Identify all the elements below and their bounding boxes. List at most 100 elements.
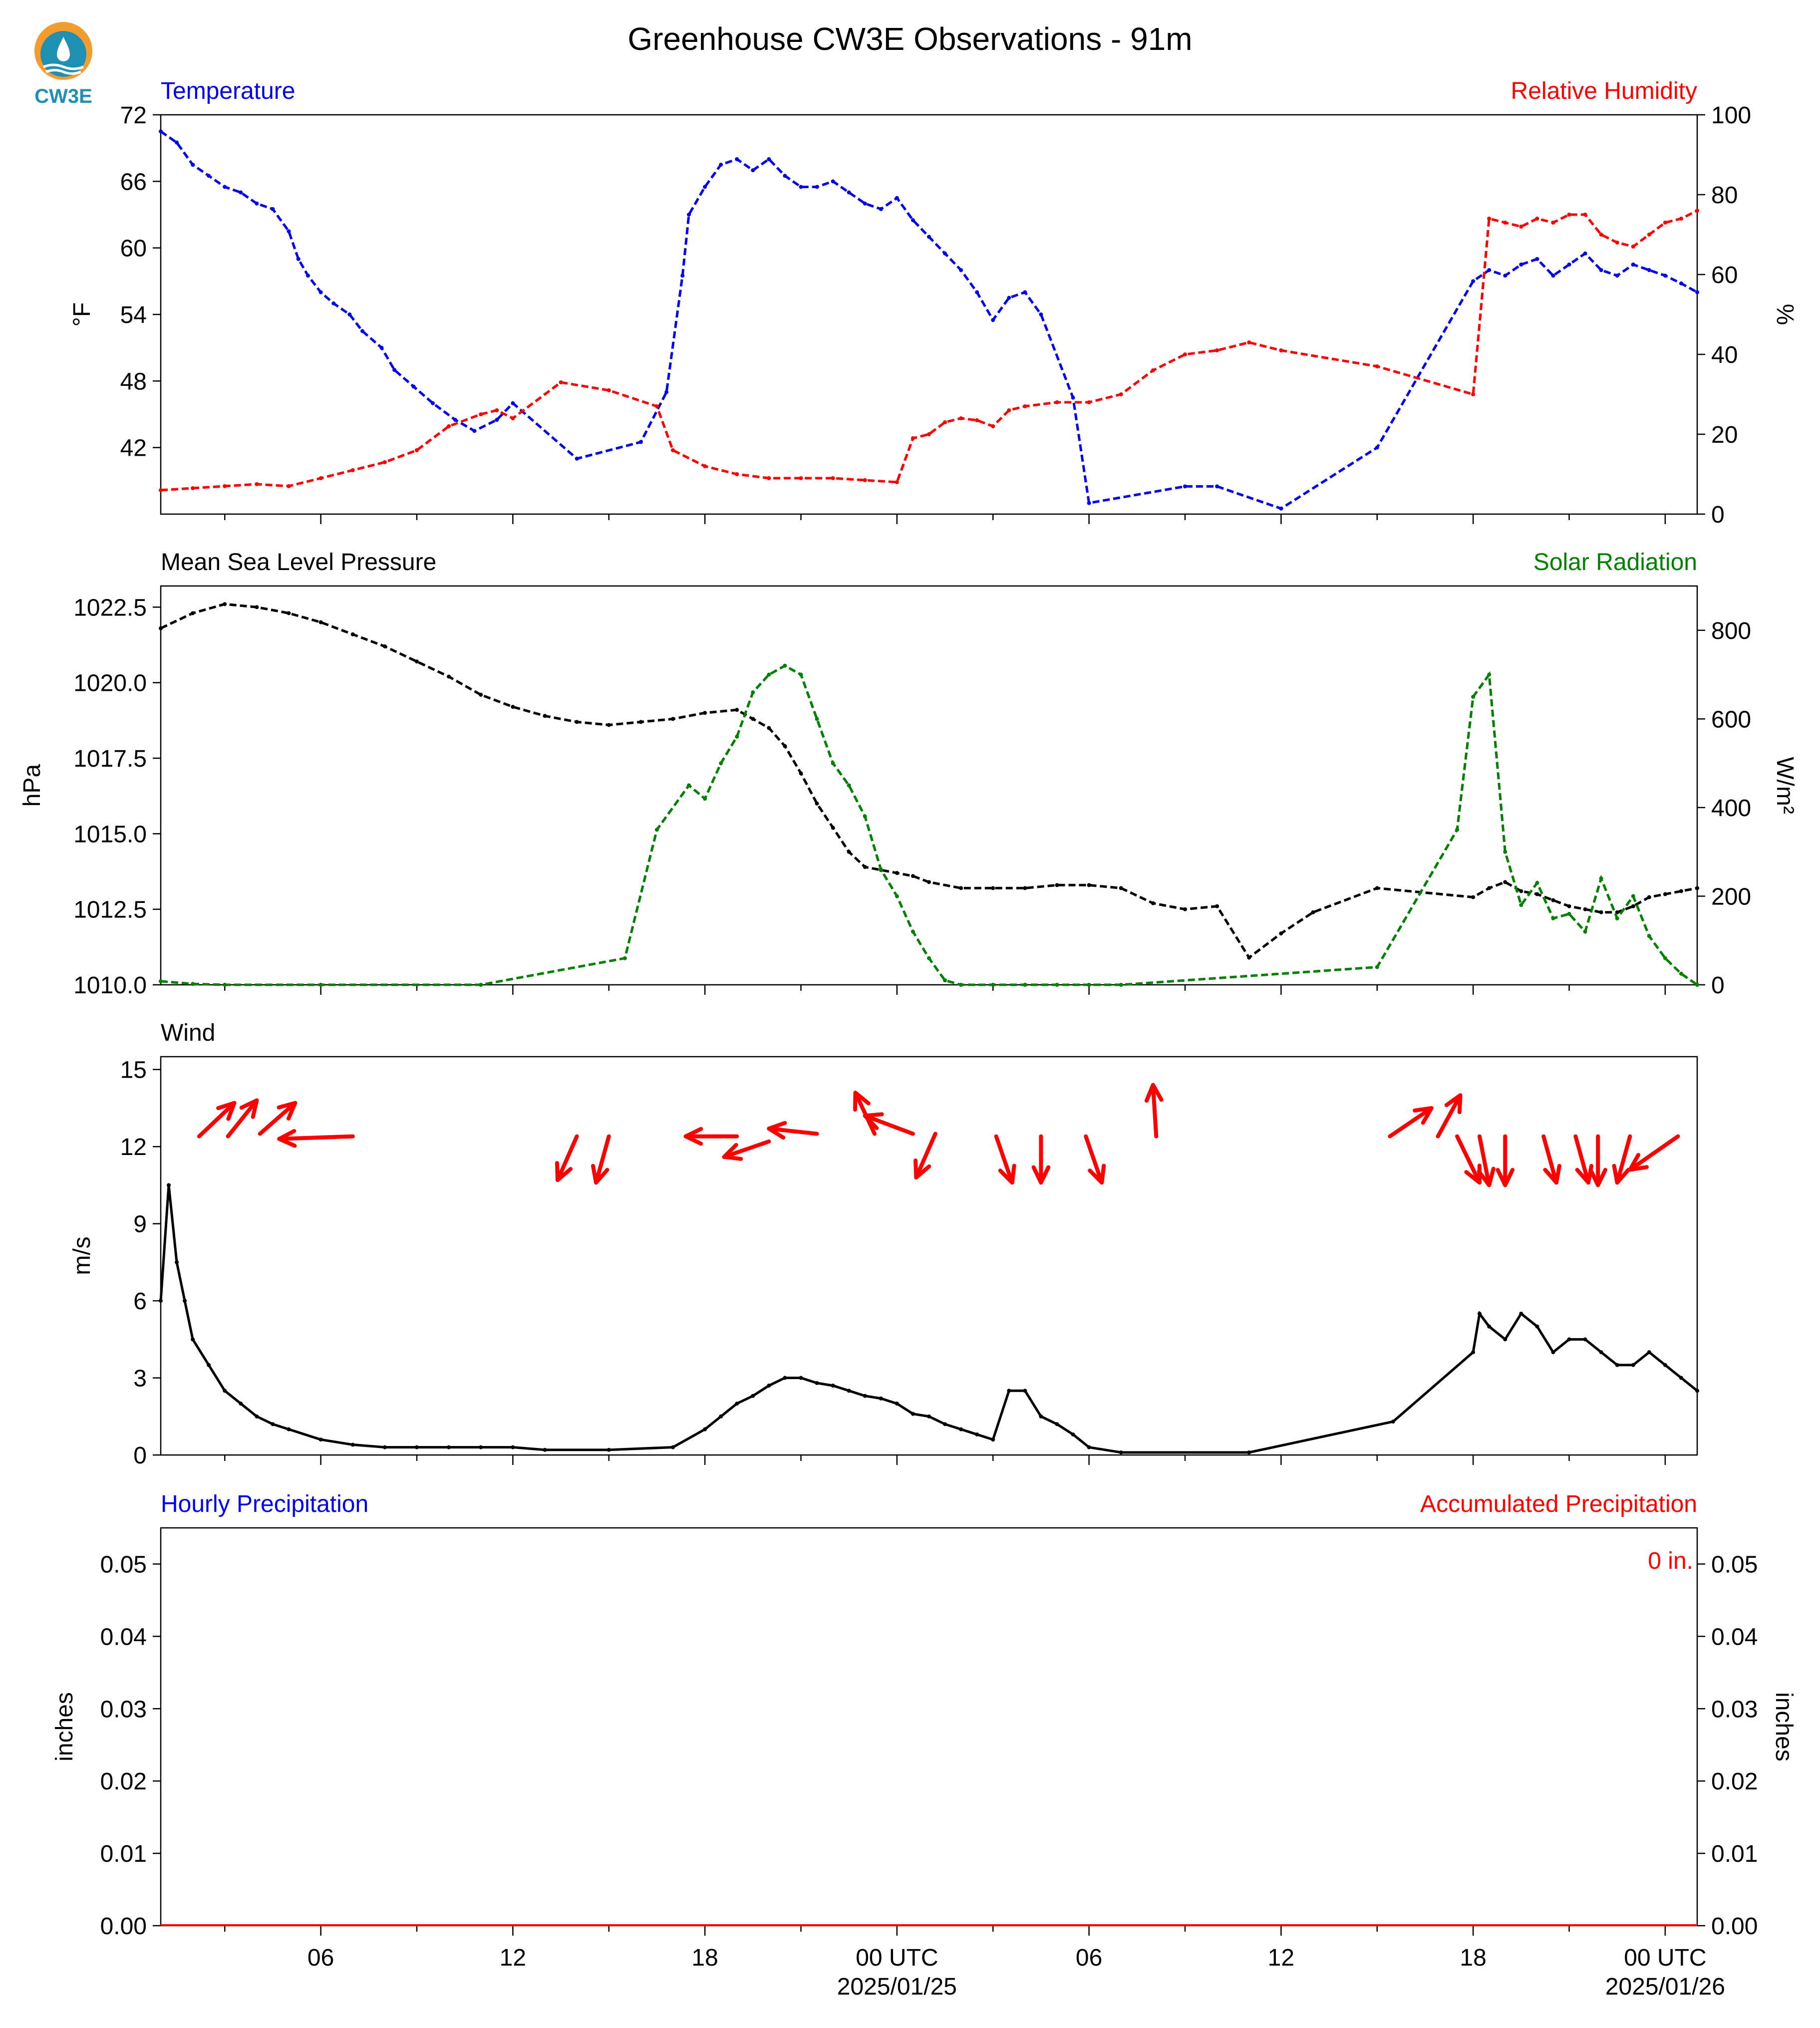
data-point [895,871,899,875]
data-point [382,1445,387,1449]
wind-arrow [1388,1106,1434,1139]
data-point [1551,221,1555,225]
data-point [910,874,915,878]
y-axis-label-left: °F [69,302,95,327]
data-point [1631,245,1635,249]
data-point [943,251,947,256]
data-point [703,1427,707,1432]
data-point [975,1432,979,1437]
data-point [1567,263,1571,267]
panels: Temperature Relative Humidity424854606672… [19,78,1798,2000]
wind-arrow-head [277,1129,297,1148]
wind-arrow [863,1114,915,1136]
wind-arrow [853,1091,877,1136]
data-point [1567,1337,1571,1342]
data-point [927,956,931,960]
data-point [350,468,355,472]
wind-arrow-head [1444,1093,1463,1115]
y-tick-label-right: 0.04 [1711,1624,1758,1650]
data-point [382,460,387,464]
data-point [799,1376,803,1380]
data-point [255,482,259,486]
data-point [1455,828,1460,832]
wind-arrow [226,1098,259,1139]
panel-precipitation: Hourly Precipitation Accumulated Precipit… [51,1491,1797,2000]
data-point [255,201,259,206]
data-point [495,418,499,422]
data-point [767,726,771,730]
y-tick-label-left: 0.02 [100,1768,147,1795]
data-point [687,783,691,788]
data-point [167,1183,171,1187]
data-point [1375,364,1379,368]
data-point [1519,263,1523,267]
data-point [191,1337,195,1342]
plot-frame [160,585,1698,986]
data-point [1071,395,1075,400]
data-point [767,157,771,161]
data-point [1487,1324,1492,1329]
data-point [1615,916,1619,920]
data-point [831,761,835,766]
data-point [671,448,675,452]
wind-arrow-head [683,1127,703,1146]
y-tick-label-left: 15 [120,1057,147,1084]
data-point [191,486,195,490]
data-point [255,605,259,609]
data-point [927,880,931,884]
data-point [1007,408,1011,412]
data-point [191,982,195,986]
data-point [1487,672,1492,677]
data-point [1647,233,1651,237]
data-point [975,290,979,294]
data-point [1599,233,1603,237]
x-tick-label: 00 UTC [856,1945,938,1971]
data-point [331,301,336,305]
data-point [447,424,451,428]
data-point [879,207,883,211]
data-point [847,190,851,195]
series-line [160,602,1698,960]
y-tick-label-right: 0.05 [1711,1551,1758,1578]
data-point [1535,892,1539,896]
y-tick-label-left: 54 [120,302,147,328]
y-tick-label-left: 0.01 [100,1841,147,1867]
data-point [382,644,387,649]
y-tick-label-left: 0 [133,1443,147,1469]
wind-arrow-head [913,1158,931,1179]
y-tick-label-right: 100 [1711,102,1751,129]
data-point [767,672,771,677]
wind-arrow [722,1139,771,1159]
data-point [671,1445,675,1449]
y-axis-label-right: inches [1771,1692,1797,1761]
data-point [1695,209,1699,213]
data-point [511,416,515,420]
data-point [287,1427,291,1432]
wind-arrow [197,1101,237,1139]
data-point [815,801,819,806]
data-point [735,472,739,476]
y-tick-label-left: 0.04 [100,1624,147,1650]
data-point [191,163,195,167]
panel-title-right: Relative Humidity [1511,78,1697,104]
data-point [1023,290,1027,294]
data-point [543,1448,547,1452]
data-point [287,229,291,234]
data-point [360,329,364,333]
wind-arrow-head [863,1112,884,1131]
data-point [1055,1422,1059,1427]
data-point [863,865,867,869]
wind-arrow-head [277,1101,298,1121]
data-point [1615,241,1619,245]
x-tick-label: 00 UTC [1624,1945,1706,1971]
data-point [1503,221,1508,225]
data-point [1599,876,1603,880]
y-axis-label-right: W/m² [1772,757,1798,814]
data-point [783,744,787,748]
data-point [654,828,659,832]
data-point [1503,880,1508,884]
wind-arrow [277,1134,355,1141]
data-point [1311,910,1315,914]
data-point [783,1376,787,1380]
data-point [1087,883,1091,887]
